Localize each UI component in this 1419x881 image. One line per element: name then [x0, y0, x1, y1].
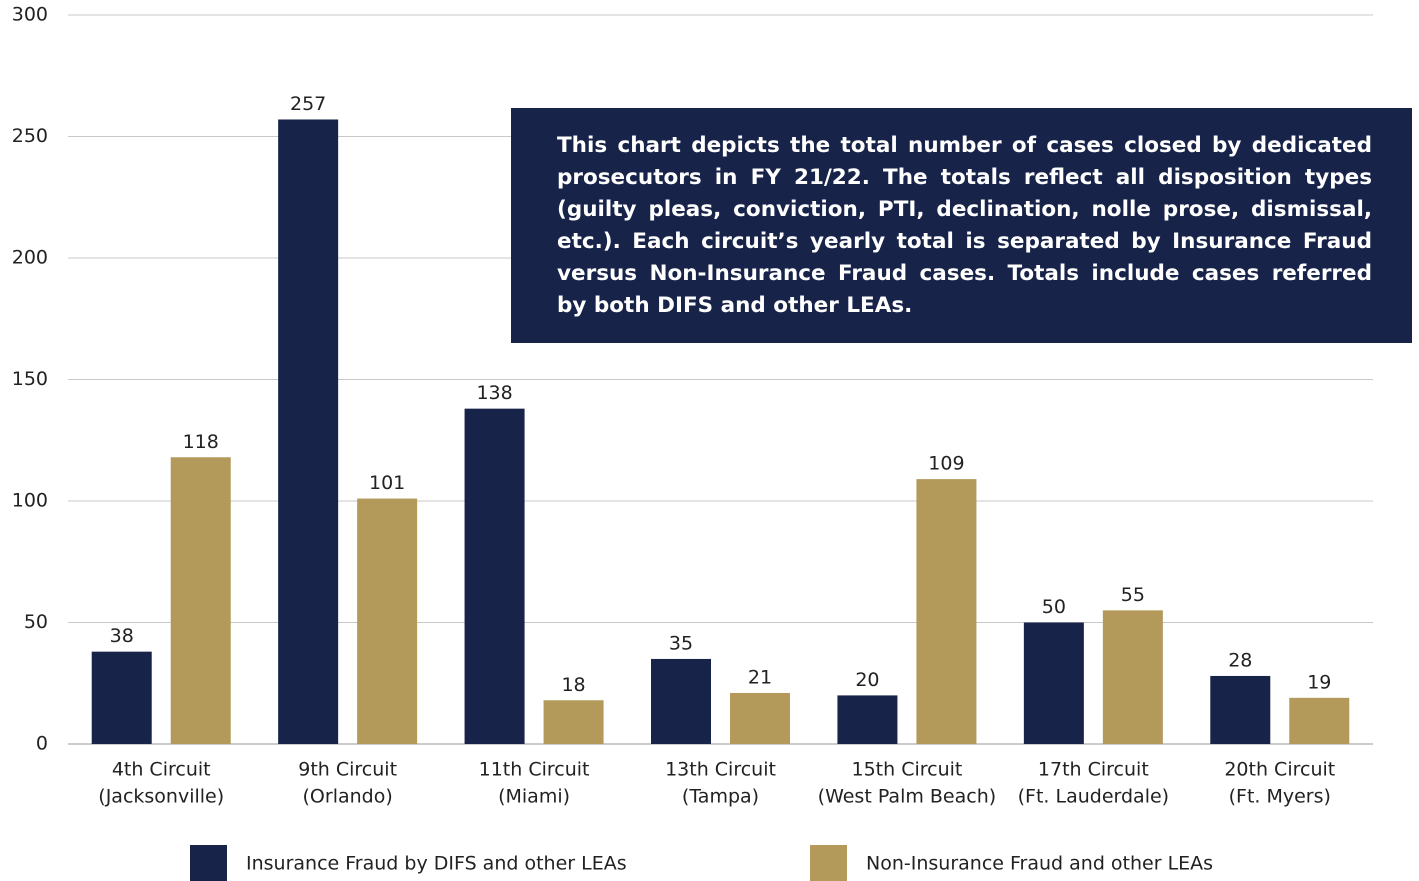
y-tick-label: 0	[36, 733, 48, 755]
bar	[357, 498, 418, 744]
bar	[464, 408, 525, 744]
bar	[916, 479, 977, 744]
bar	[730, 692, 790, 744]
bar	[278, 119, 339, 745]
x-tick-label: (West Palm Beach)	[818, 786, 997, 808]
value-label: 20	[855, 669, 879, 691]
value-label: 19	[1307, 671, 1331, 693]
value-label: 55	[1121, 584, 1145, 606]
legend-swatch	[190, 845, 227, 881]
bar	[651, 658, 711, 744]
value-label: 21	[748, 666, 772, 688]
x-tick-label: 15th Circuit	[851, 759, 962, 781]
value-label: 257	[290, 93, 326, 115]
x-tick-label: 13th Circuit	[665, 759, 776, 781]
value-label: 50	[1042, 596, 1066, 618]
value-label: 101	[369, 472, 405, 494]
x-tick-label: (Miami)	[498, 786, 570, 808]
value-label: 18	[561, 674, 585, 696]
y-tick-label: 250	[12, 125, 48, 147]
value-label: 109	[928, 453, 964, 475]
x-tick-label: 20th Circuit	[1224, 759, 1335, 781]
legend-label: Non-Insurance Fraud and other LEAs	[866, 853, 1213, 875]
value-label: 35	[669, 632, 693, 654]
x-tick-label: (Tampa)	[682, 786, 759, 808]
x-tick-label: (Orlando)	[303, 786, 393, 808]
bar	[91, 651, 152, 744]
annotation: This chart depicts the total number of c…	[511, 108, 1412, 343]
value-label: 138	[476, 382, 512, 404]
legend-label: Insurance Fraud by DIFS and other LEAs	[246, 853, 627, 875]
bar	[170, 457, 231, 744]
x-tick-label: (Ft. Lauderdale)	[1018, 786, 1169, 808]
y-tick-label: 150	[12, 368, 48, 390]
bar	[543, 700, 604, 744]
bar	[1289, 697, 1350, 744]
y-tick-label: 200	[12, 247, 48, 269]
value-label: 38	[110, 625, 134, 647]
bar	[1102, 610, 1163, 744]
x-tick-label: (Ft. Myers)	[1229, 786, 1331, 808]
x-tick-label: 4th Circuit	[112, 759, 211, 781]
bar	[1210, 675, 1271, 744]
x-tick-label: 17th Circuit	[1038, 759, 1149, 781]
x-tick-label: (Jacksonville)	[98, 786, 224, 808]
x-tick-label: 11th Circuit	[479, 759, 590, 781]
bar	[1023, 622, 1084, 744]
bar	[837, 695, 898, 744]
y-tick-label: 300	[12, 4, 48, 26]
value-label: 118	[183, 431, 219, 453]
x-tick-label: 9th Circuit	[298, 759, 397, 781]
y-tick-label: 50	[24, 611, 48, 633]
value-label: 28	[1228, 649, 1252, 671]
legend-swatch	[810, 845, 847, 881]
y-tick-label: 100	[12, 490, 48, 512]
